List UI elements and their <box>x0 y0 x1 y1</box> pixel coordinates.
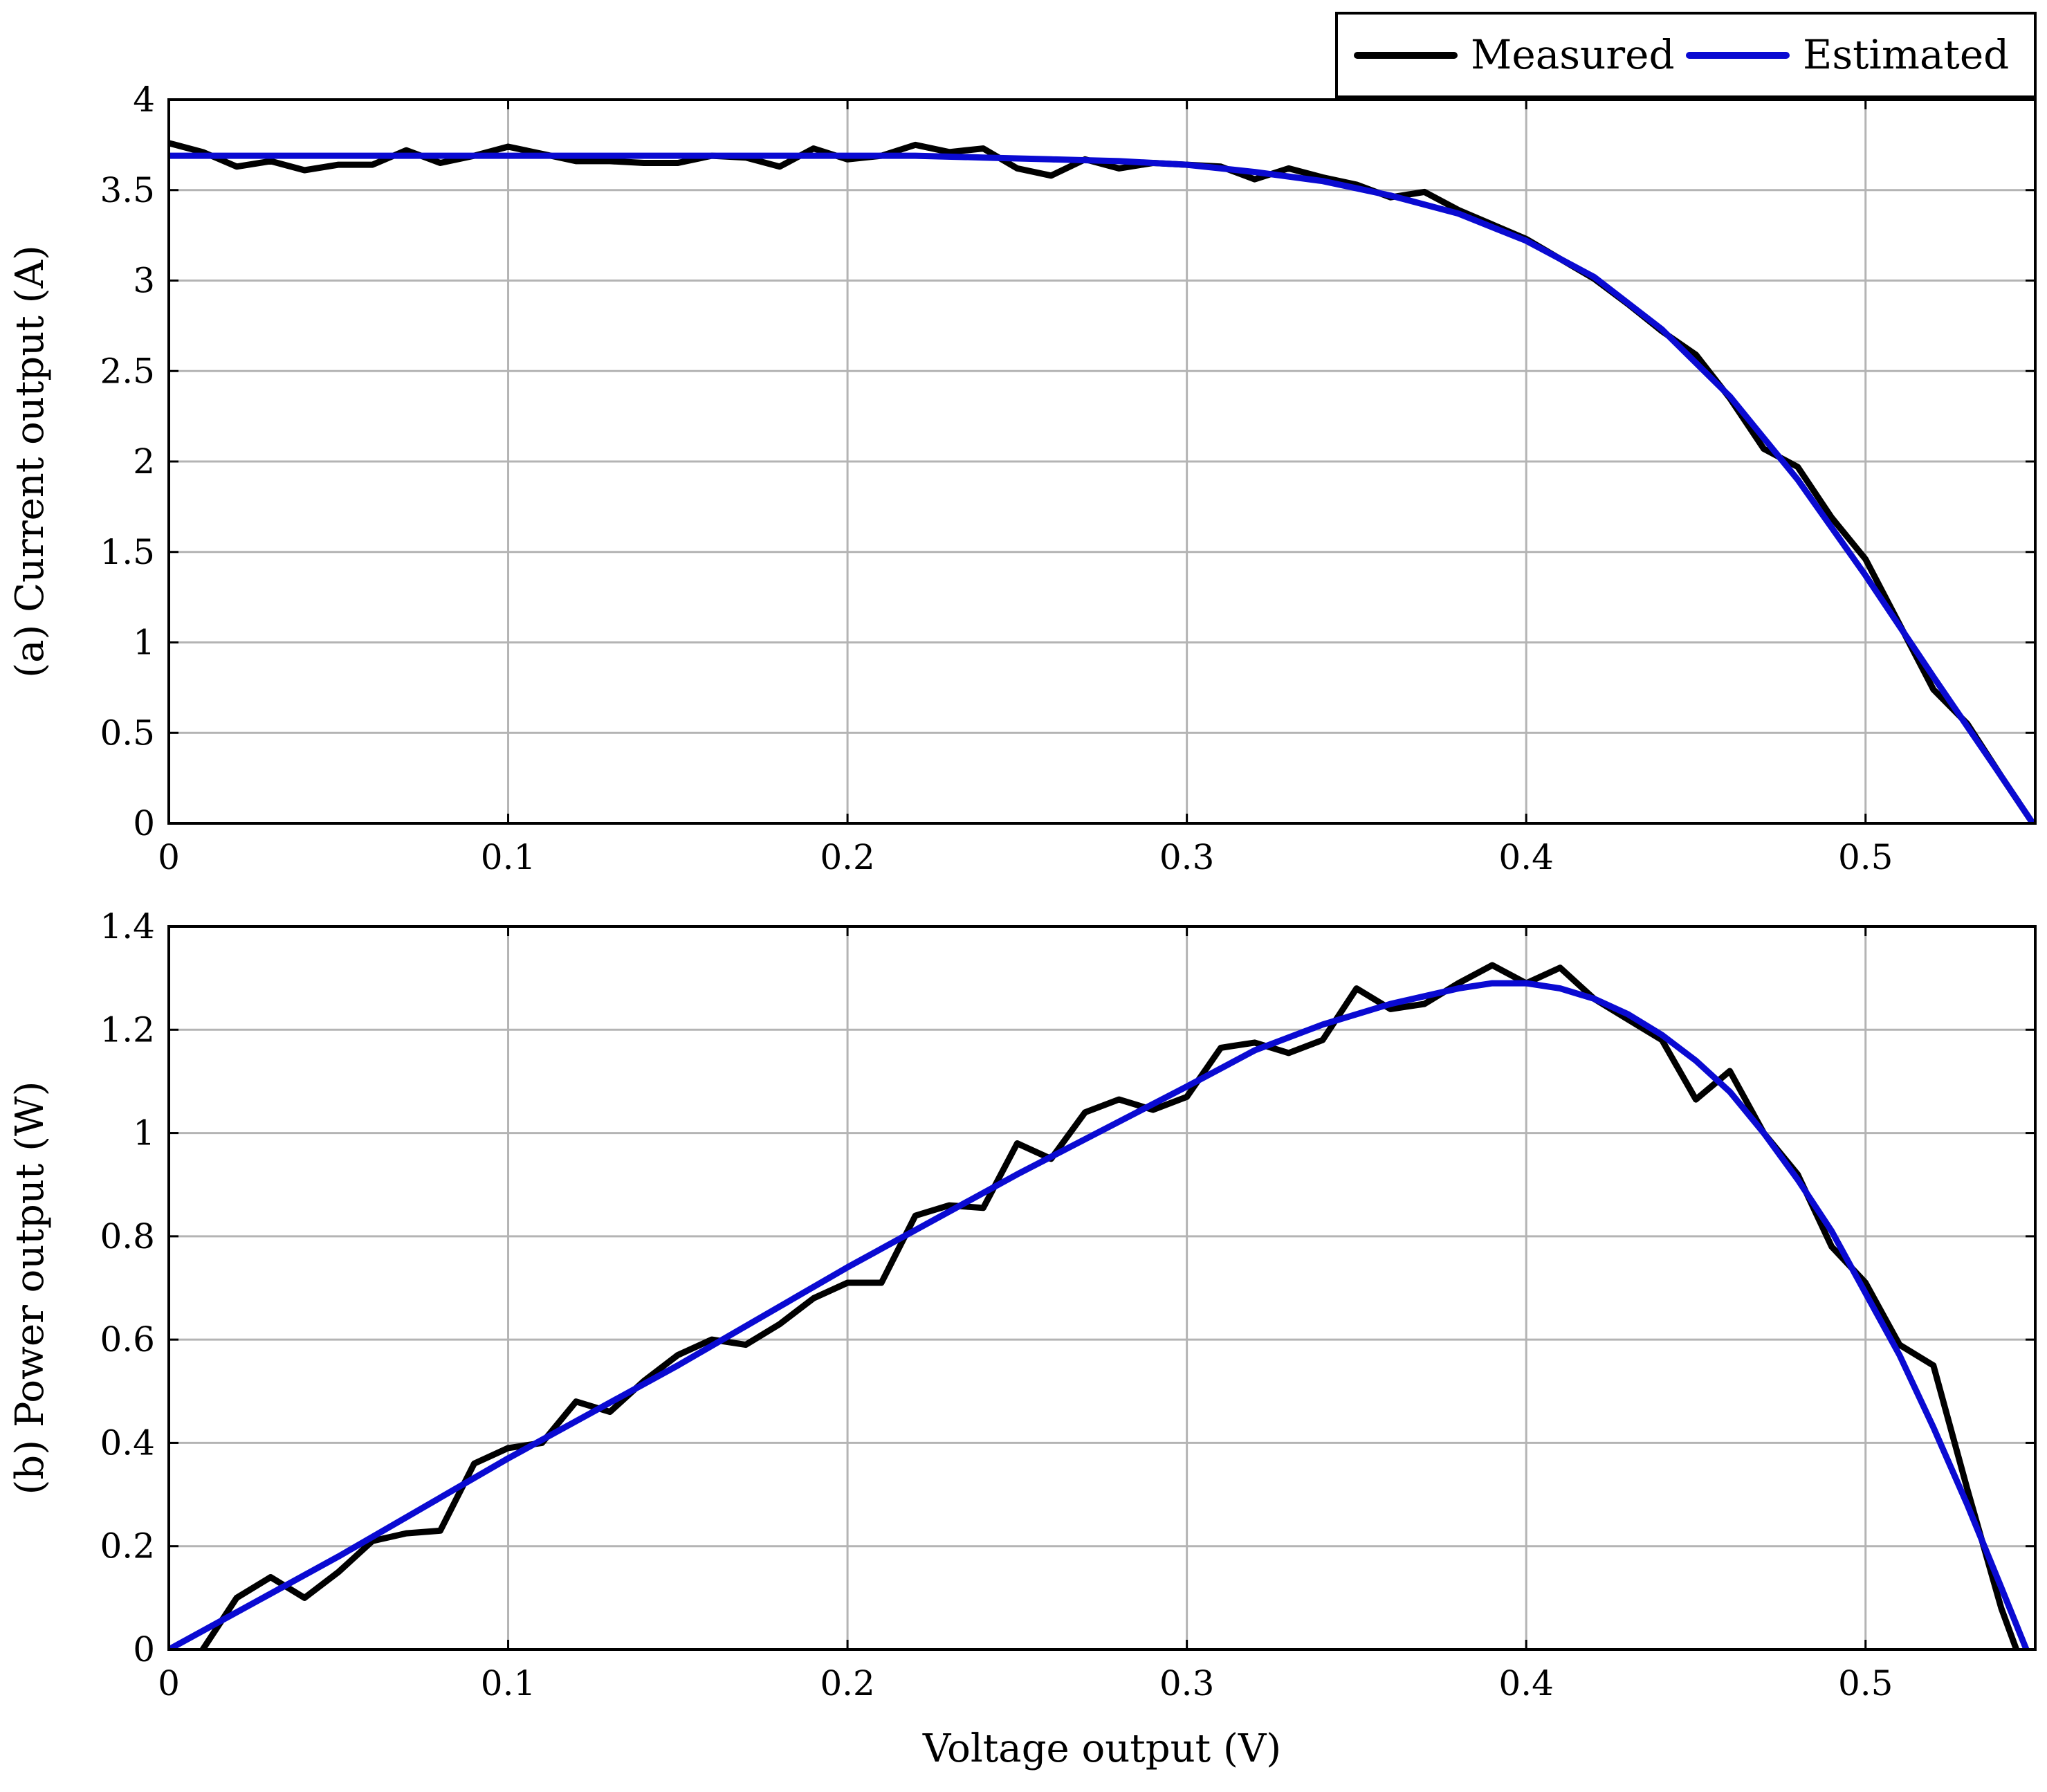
legend-label-estimated: Estimated <box>1803 31 2009 78</box>
x-tick-label: 0 <box>158 837 180 877</box>
y-tick-label: 2 <box>133 441 155 482</box>
y-tick-label: 0.6 <box>100 1319 155 1360</box>
x-tick-label: 0.4 <box>1498 1663 1554 1703</box>
y-tick-label: 2.5 <box>100 351 155 391</box>
y-tick-label: 1 <box>133 1113 155 1153</box>
x-tick-label: 0.2 <box>820 1663 875 1703</box>
x-tick-label: 0.1 <box>481 1663 536 1703</box>
y-tick-label: 0 <box>133 803 155 843</box>
x-tick-label: 0.1 <box>481 837 536 877</box>
y-axis-label: (b) Power output (W) <box>8 1081 53 1495</box>
panel-a-current: 0 0.1 0.2 0.3 0.4 0.5 0 0.5 1 1.5 2 2.5 3 3.5 4 (a) Cur… <box>8 80 2037 877</box>
x-tick-label: 0.2 <box>820 837 875 877</box>
y-tick-label: 1.5 <box>100 532 155 572</box>
panel-b-power: 0 0.1 0.2 0.3 0.4 0.5 0 0.2 0.4 0.6 0.8 1 1.2 1.4 (b) … <box>8 906 2037 1771</box>
y-tick-label: 0.8 <box>100 1216 155 1256</box>
x-tick-label: 0.5 <box>1838 1663 1893 1703</box>
y-tick-label: 3 <box>133 261 155 301</box>
x-axis-label: Voltage output (V) <box>922 1726 1281 1771</box>
x-tick-label: 0 <box>158 1663 180 1703</box>
y-tick-label: 1.2 <box>100 1009 155 1050</box>
y-axis-label: (a) Current output (A) <box>8 245 53 678</box>
x-tick-label: 0.5 <box>1838 837 1893 877</box>
y-tick-label: 0.4 <box>100 1423 155 1463</box>
y-tick-label: 0.2 <box>100 1526 155 1566</box>
legend: Measured Estimated <box>1335 12 2037 98</box>
series-line-estimated <box>169 980 2030 1649</box>
x-tick-label: 0.4 <box>1498 837 1554 877</box>
y-tick-label: 0.5 <box>100 713 155 753</box>
y-tick-label: 1.4 <box>100 906 155 947</box>
y-tick-label: 3.5 <box>100 170 155 210</box>
series-line-estimated <box>169 152 2035 823</box>
x-tick-label: 0.3 <box>1159 837 1215 877</box>
legend-label-measured: Measured <box>1471 31 1675 78</box>
series-line-measured <box>199 962 2020 1649</box>
series-line-measured <box>169 140 2035 823</box>
plot-frame <box>167 925 2037 1651</box>
y-tick-label: 4 <box>133 80 155 120</box>
x-tick-label: 0.3 <box>1159 1663 1215 1703</box>
y-tick-label: 1 <box>133 623 155 663</box>
y-tick-label: 0 <box>133 1629 155 1670</box>
